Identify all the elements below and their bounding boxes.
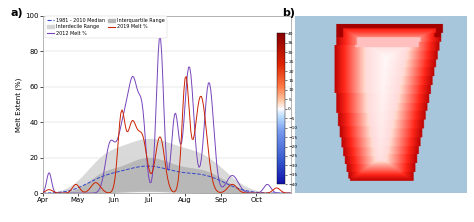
Text: b): b) bbox=[282, 8, 295, 18]
Text: a): a) bbox=[10, 8, 23, 18]
Y-axis label: Melt Extent (%): Melt Extent (%) bbox=[16, 77, 22, 131]
Legend: 1981 - 2010 Median, Interdecile Range, 2012 Melt %, Interquartile Range, 2019 Me: 1981 - 2010 Median, Interdecile Range, 2… bbox=[45, 16, 167, 38]
